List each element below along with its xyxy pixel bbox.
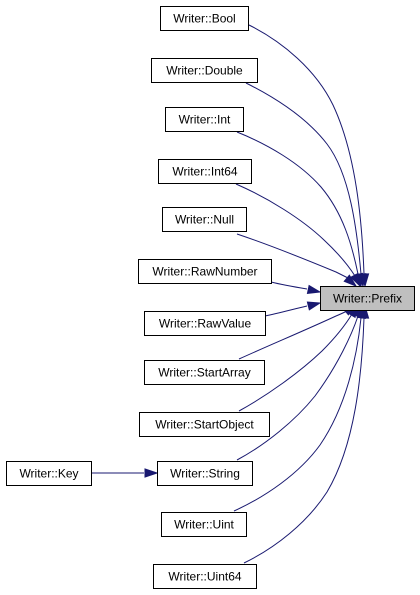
node-box[interactable] <box>138 259 272 284</box>
edge-line <box>235 183 356 277</box>
node-label: Writer::Int64 <box>172 165 237 179</box>
node-string[interactable]: Writer::String <box>157 461 253 486</box>
node-startarray[interactable]: Writer::StartArray <box>144 360 265 385</box>
edge-int64-to-prefix <box>235 183 361 288</box>
edge-rawnumber-to-prefix <box>270 281 322 294</box>
node-rawvalue[interactable]: Writer::RawValue <box>144 311 266 336</box>
node-box[interactable] <box>6 461 92 486</box>
edge-line <box>236 315 359 461</box>
node-label: Writer::StartObject <box>155 418 254 432</box>
node-box[interactable] <box>153 564 257 589</box>
node-label: Writer::Prefix <box>333 292 402 306</box>
arrowhead-icon <box>306 301 322 311</box>
node-bool[interactable]: Writer::Bool <box>160 6 249 31</box>
edge-line <box>236 233 351 280</box>
node-null[interactable]: Writer::Null <box>162 207 247 232</box>
edge-line <box>236 131 359 275</box>
node-label: Writer::RawNumber <box>152 265 257 279</box>
edge-line <box>270 281 308 290</box>
edge-uint-to-prefix <box>233 304 366 512</box>
node-box[interactable] <box>162 207 247 232</box>
edge-line <box>243 317 365 564</box>
node-uint64[interactable]: Writer::Uint64 <box>153 564 257 589</box>
node-rawnumber[interactable]: Writer::RawNumber <box>138 259 272 284</box>
arrowhead-icon <box>144 468 159 478</box>
edge-bool-to-prefix <box>248 24 370 288</box>
node-box[interactable] <box>157 461 253 486</box>
nodes-layer: Writer::BoolWriter::DoubleWriter::IntWri… <box>6 6 415 589</box>
edge-line <box>238 309 350 360</box>
edges-layer <box>91 24 370 564</box>
node-label: Writer::Null <box>175 213 234 227</box>
arrowhead-icon <box>306 284 322 294</box>
node-box[interactable] <box>161 512 247 537</box>
node-label: Writer::StartArray <box>158 366 250 380</box>
edge-line <box>233 317 362 512</box>
edge-line <box>248 24 365 275</box>
node-box[interactable] <box>158 159 252 184</box>
edge-rawvalue-to-prefix <box>264 301 322 317</box>
node-box[interactable] <box>160 6 249 31</box>
node-label: Writer::String <box>170 467 240 481</box>
arrowhead-icon <box>349 272 361 288</box>
edge-double-to-prefix <box>245 82 367 288</box>
node-box[interactable] <box>320 286 415 311</box>
node-box[interactable] <box>144 360 265 385</box>
node-int64[interactable]: Writer::Int64 <box>158 159 252 184</box>
node-label: Writer::Key <box>19 467 78 481</box>
node-label: Writer::Double <box>166 64 243 78</box>
node-double[interactable]: Writer::Double <box>151 58 258 83</box>
edge-key-to-string <box>91 468 159 478</box>
node-label: Writer::Uint <box>174 518 234 532</box>
node-uint[interactable]: Writer::Uint <box>161 512 247 537</box>
edge-uint64-to-prefix <box>243 304 370 564</box>
node-box[interactable] <box>139 412 270 437</box>
arrowhead-icon <box>359 304 370 319</box>
arrowhead-icon <box>343 274 358 288</box>
node-box[interactable] <box>144 311 266 336</box>
node-int[interactable]: Writer::Int <box>165 107 244 132</box>
edge-line <box>264 305 308 317</box>
edge-null-to-prefix <box>236 233 358 288</box>
node-box[interactable] <box>151 58 258 83</box>
node-key[interactable]: Writer::Key <box>6 461 92 486</box>
node-label: Writer::RawValue <box>159 317 252 331</box>
node-box[interactable] <box>165 107 244 132</box>
edge-line <box>238 313 353 412</box>
node-label: Writer::Bool <box>173 12 235 26</box>
node-prefix[interactable]: Writer::Prefix <box>320 286 415 311</box>
node-label: Writer::Int <box>179 113 231 127</box>
node-startobject[interactable]: Writer::StartObject <box>139 412 270 437</box>
edge-line <box>245 82 362 275</box>
node-label: Writer::Uint64 <box>168 570 241 584</box>
